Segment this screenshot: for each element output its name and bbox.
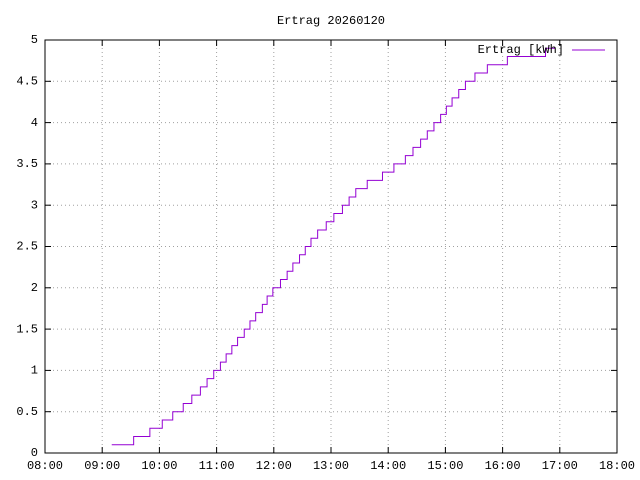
chart-title: Ertrag 20260120 — [277, 14, 385, 28]
y-tick-label: 5 — [31, 33, 38, 47]
legend-label: Ertrag [kWh] — [478, 43, 564, 57]
x-tick-label: 08:00 — [27, 459, 63, 473]
y-tick-label: 3.5 — [16, 157, 38, 171]
y-tick-label: 0.5 — [16, 405, 38, 419]
y-tick-label: 1 — [31, 364, 38, 378]
y-tick-label: 4 — [31, 116, 38, 130]
plot-border — [44, 39, 618, 454]
series-line — [111, 47, 556, 446]
x-tick-label: 10:00 — [141, 459, 177, 473]
x-tick-label: 12:00 — [256, 459, 292, 473]
x-tick-label: 11:00 — [199, 459, 235, 473]
y-tick-label: 3 — [31, 198, 38, 212]
y-tick-label: 2 — [31, 281, 38, 295]
x-tick-label: 16:00 — [485, 459, 521, 473]
x-tick-label: 13:00 — [313, 459, 349, 473]
y-tick-label: 1.5 — [16, 322, 38, 336]
y-tick-label: 0 — [31, 446, 38, 460]
x-tick-label: 14:00 — [370, 459, 406, 473]
x-tick-label: 15:00 — [427, 459, 463, 473]
y-tick-label: 4.5 — [16, 74, 38, 88]
y-tick-label: 2.5 — [16, 240, 38, 254]
x-tick-label: 17:00 — [542, 459, 578, 473]
x-tick-label: 18:00 — [599, 459, 635, 473]
x-tick-label: 09:00 — [84, 459, 120, 473]
